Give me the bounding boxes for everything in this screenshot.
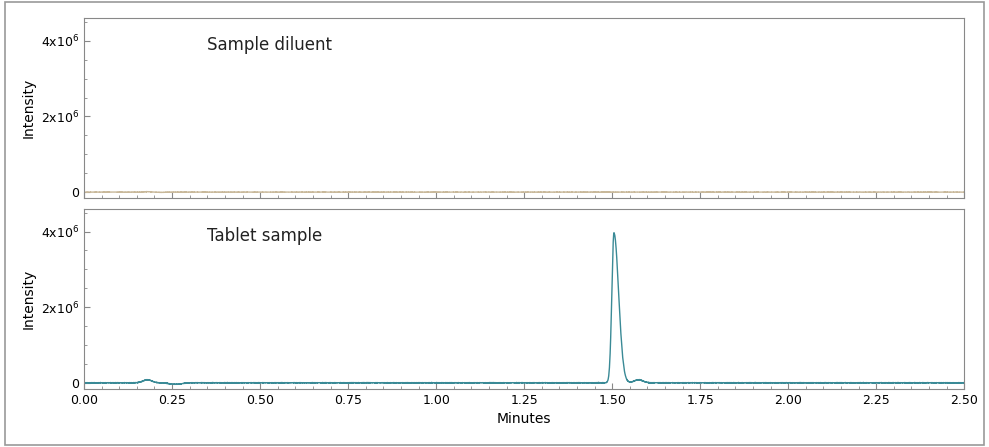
Y-axis label: Intensity: Intensity — [22, 78, 36, 138]
Text: Sample diluent: Sample diluent — [208, 36, 332, 54]
X-axis label: Minutes: Minutes — [496, 412, 552, 426]
Text: Tablet sample: Tablet sample — [208, 227, 322, 245]
Y-axis label: Intensity: Intensity — [22, 269, 36, 329]
